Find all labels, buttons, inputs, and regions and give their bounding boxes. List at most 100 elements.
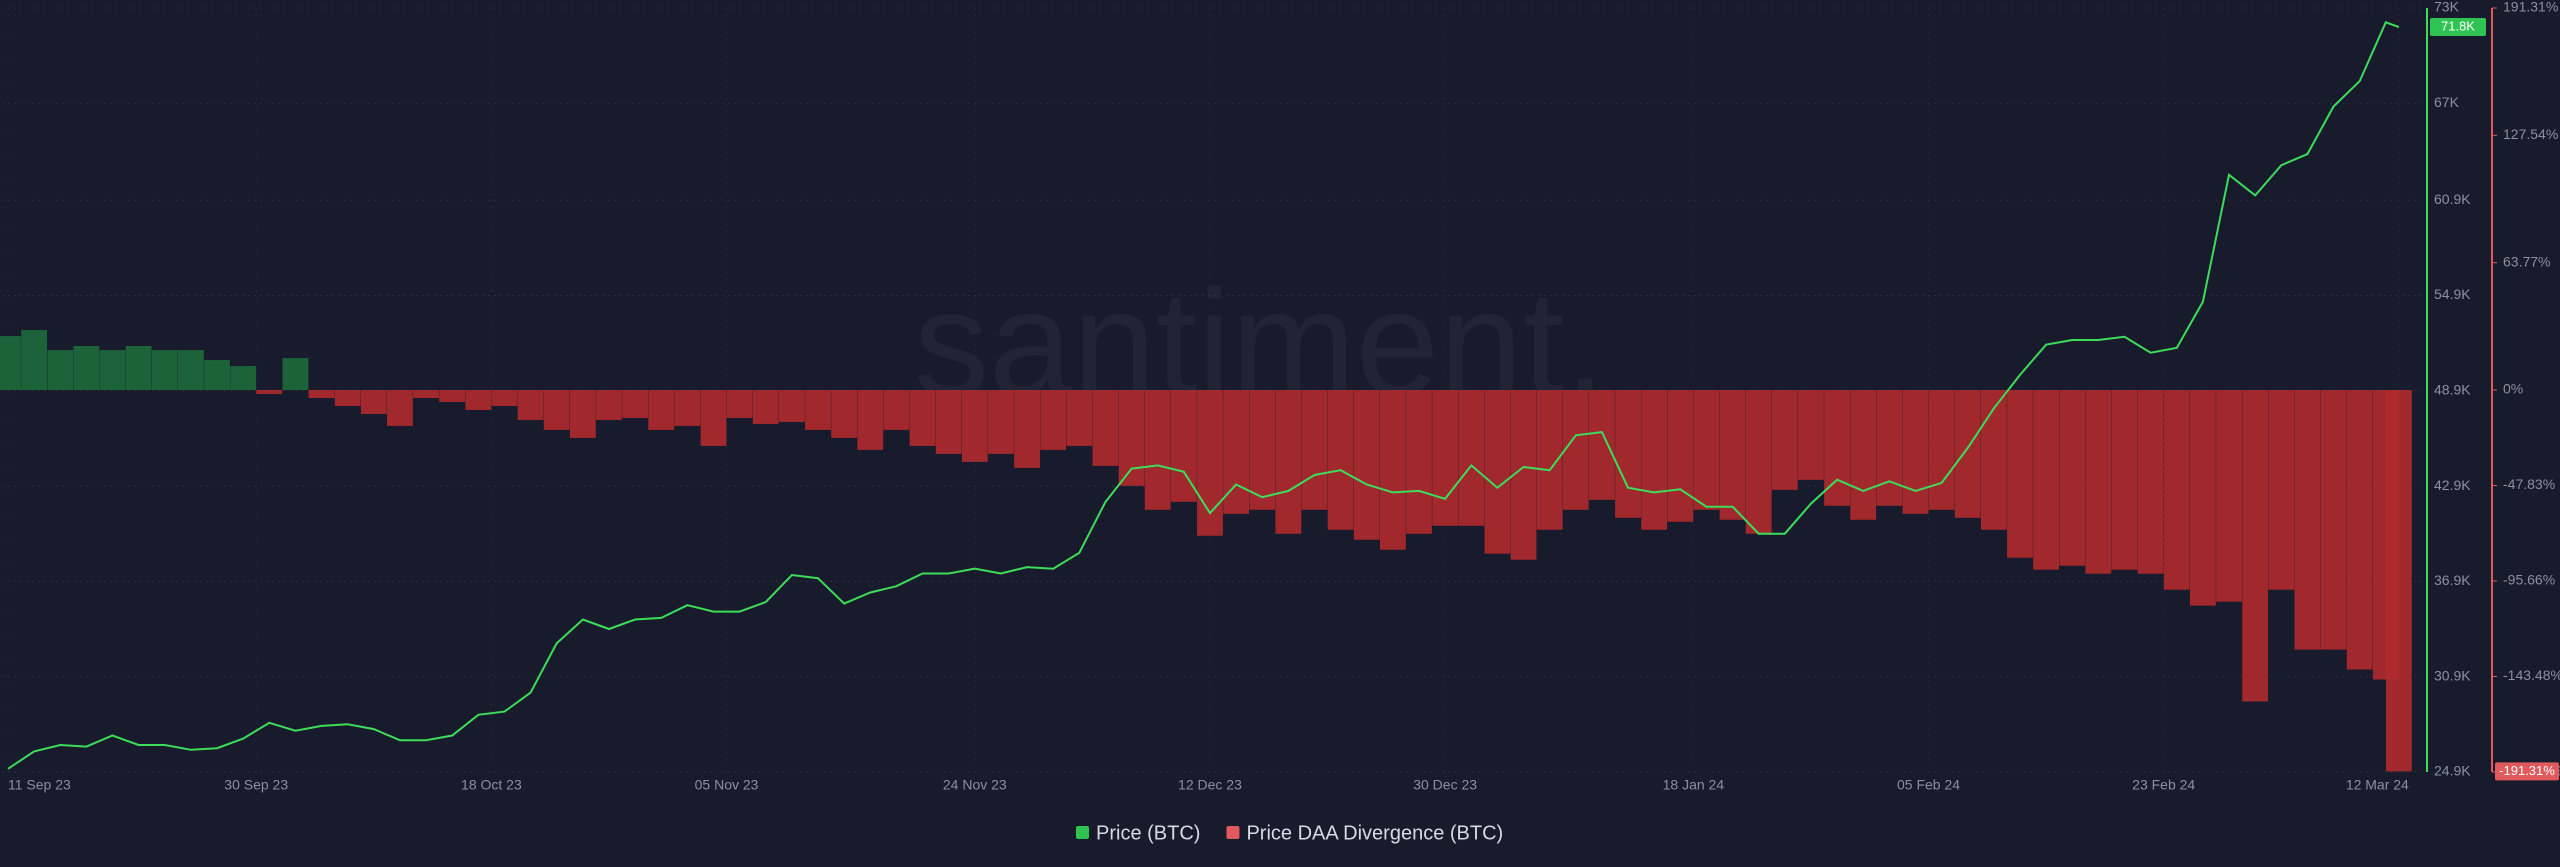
bar xyxy=(2189,390,2216,606)
bar xyxy=(1771,390,1798,490)
bar xyxy=(648,390,675,430)
x-tick-label: 05 Feb 24 xyxy=(1897,777,1960,793)
bar xyxy=(726,390,753,418)
bar xyxy=(2320,390,2347,650)
bar xyxy=(360,390,387,414)
bar xyxy=(282,358,309,390)
bar xyxy=(1850,390,1877,520)
bar xyxy=(387,390,413,426)
bar xyxy=(988,390,1014,454)
bar-series xyxy=(0,330,2412,772)
bar xyxy=(1615,390,1641,518)
bar xyxy=(2007,390,2033,558)
bar xyxy=(700,390,727,446)
y2-tick-label: 127.54% xyxy=(2503,126,2558,142)
y2-tick-label: -95.66% xyxy=(2503,572,2555,588)
y-tick-label: 42.9K xyxy=(2434,477,2471,493)
x-tick-label: 24 Nov 23 xyxy=(943,777,1007,793)
bar xyxy=(961,390,988,462)
y2-tick-label: 191.31% xyxy=(2503,0,2558,15)
x-tick-label: 05 Nov 23 xyxy=(695,777,759,793)
bar xyxy=(1327,390,1354,530)
bar xyxy=(805,390,831,430)
y-tick-label: 54.9K xyxy=(2434,286,2471,302)
bar xyxy=(1798,390,1824,480)
bar xyxy=(0,336,21,390)
bar xyxy=(1014,390,1040,468)
y2-tick-label: 63.77% xyxy=(2503,253,2550,269)
bar xyxy=(1667,390,1694,522)
y-tick-label: 60.9K xyxy=(2434,191,2471,207)
bar xyxy=(1562,390,1589,510)
bar xyxy=(569,390,596,438)
y2-tick-label: -143.48% xyxy=(2503,667,2560,683)
legend-label: Price DAA Divergence (BTC) xyxy=(1246,822,1503,844)
bar xyxy=(1641,390,1668,530)
bar xyxy=(909,390,936,446)
value-badge xyxy=(2495,762,2559,781)
value-badge xyxy=(2430,18,2486,37)
bar xyxy=(230,366,257,390)
x-tick-label: 30 Dec 23 xyxy=(1413,777,1477,793)
legend: Price (BTC) Price DAA Divergence (BTC) xyxy=(1076,822,1503,844)
bar xyxy=(2385,390,2412,772)
bar xyxy=(2111,390,2138,570)
y2-tick-label: -47.83% xyxy=(2503,476,2555,492)
x-tick-label: 12 Mar 24 xyxy=(2346,777,2409,793)
bar xyxy=(935,390,962,454)
bar xyxy=(2216,390,2242,602)
bar xyxy=(1118,390,1145,486)
bar xyxy=(1144,390,1171,510)
x-tick-label: 11 Sep 23 xyxy=(8,777,71,793)
bar xyxy=(308,390,335,398)
bar xyxy=(1040,390,1067,450)
bar xyxy=(1170,390,1197,502)
bar xyxy=(857,390,884,450)
bar xyxy=(151,350,178,390)
value-badge-label: 71.8K xyxy=(2441,18,2475,33)
bar xyxy=(2346,390,2373,670)
y2-tick-label: 0% xyxy=(2503,381,2523,397)
bar xyxy=(334,390,361,406)
bar xyxy=(439,390,466,402)
legend-swatch xyxy=(1076,826,1089,839)
bar xyxy=(256,390,283,394)
bar xyxy=(491,390,518,406)
bar xyxy=(2268,390,2295,590)
bar xyxy=(1980,390,2007,530)
bar xyxy=(1589,390,1615,500)
y-tick-label: 73K xyxy=(2434,0,2460,15)
bar xyxy=(1432,390,1459,526)
bar xyxy=(1379,390,1406,550)
x-tick-label: 30 Sep 23 xyxy=(224,777,288,793)
bar xyxy=(2163,390,2190,590)
bar xyxy=(622,390,649,418)
bar xyxy=(465,390,492,410)
x-tick-label: 23 Feb 24 xyxy=(2132,777,2195,793)
legend-label: Price (BTC) xyxy=(1096,822,1200,844)
bar xyxy=(21,330,48,390)
bar xyxy=(2242,390,2269,702)
bar xyxy=(47,350,74,390)
bar xyxy=(674,390,701,426)
bar xyxy=(1954,390,1981,518)
bar xyxy=(596,390,622,420)
legend-swatch xyxy=(1226,826,1240,839)
bar xyxy=(1301,390,1328,510)
bar xyxy=(1745,390,1772,534)
bar xyxy=(1876,390,1903,506)
bar xyxy=(1902,390,1929,514)
bar xyxy=(543,390,570,430)
bar xyxy=(883,390,910,430)
bar xyxy=(178,350,204,390)
bar xyxy=(1693,390,1720,510)
bar xyxy=(73,346,100,390)
bar xyxy=(2033,390,2060,570)
bar xyxy=(1249,390,1276,510)
bar xyxy=(1484,390,1511,554)
bar xyxy=(517,390,544,420)
bar xyxy=(204,360,230,390)
y-tick-label: 48.9K xyxy=(2434,381,2471,397)
